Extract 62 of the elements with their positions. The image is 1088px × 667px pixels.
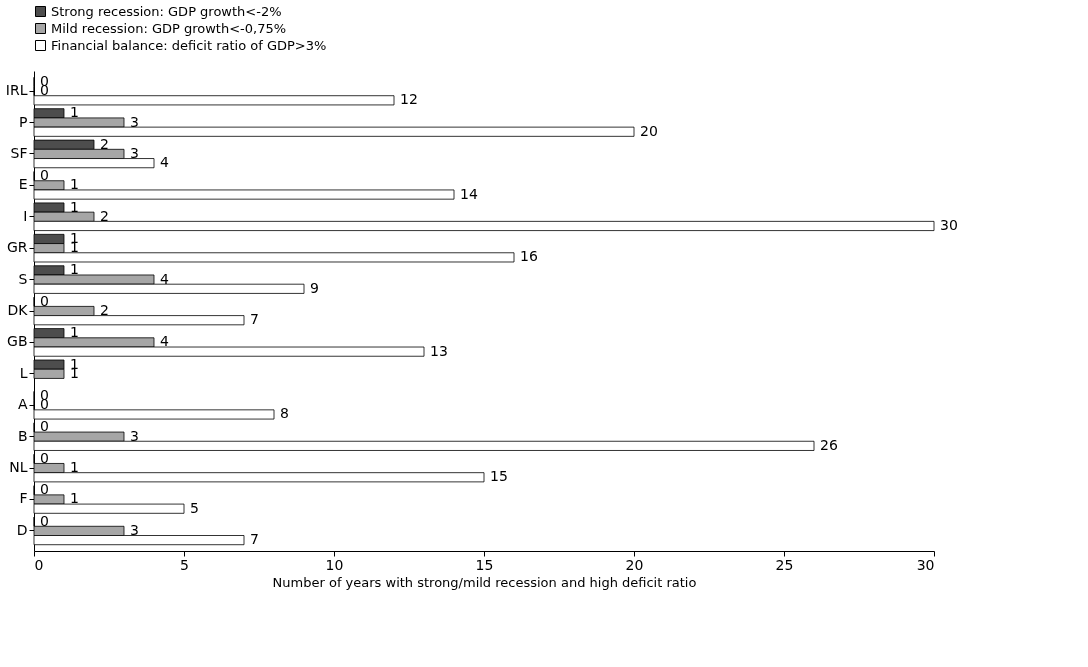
x-tick-label: 0 (34, 556, 44, 573)
y-tick-label: NL (9, 459, 28, 476)
data-label: 1 (70, 324, 79, 341)
y-tick-label: B (17, 427, 28, 444)
data-label: 13 (430, 342, 448, 359)
data-label: 4 (160, 333, 169, 350)
y-tick-label: F (19, 490, 28, 507)
y-tick-label: A (17, 396, 28, 413)
data-label: 14 (460, 185, 478, 202)
y-tick-label: GB (7, 333, 28, 350)
data-label: 15 (490, 468, 508, 485)
y-tick-label: GR (6, 239, 28, 256)
data-label: 0 (40, 481, 49, 498)
y-tick-label: L (19, 364, 28, 381)
x-tick-label: 25 (775, 556, 794, 573)
x-tick-label: 5 (180, 556, 189, 573)
data-label: 4 (160, 270, 169, 287)
x-axis-title: Number of years with strong/mild recession and high deficit ratio (272, 574, 697, 590)
data-label: 3 (130, 113, 139, 130)
legend-label: Mild recession: GDP growth<-0,75% (51, 20, 287, 36)
data-label: 9 (310, 279, 319, 296)
y-tick-label: IRL (5, 82, 28, 99)
data-label: 7 (250, 531, 259, 548)
data-label: 3 (130, 427, 139, 444)
data-label: 0 (40, 449, 49, 466)
data-label: 1 (70, 104, 79, 121)
data-label: 2 (100, 135, 109, 152)
data-label: 0 (40, 167, 49, 184)
data-label: 3 (130, 521, 139, 538)
y-tick-label: I (23, 207, 28, 224)
data-label: 1 (70, 459, 79, 476)
x-tick-label: 10 (325, 556, 344, 573)
y-tick-label: D (16, 521, 28, 538)
legend-label: Strong recession: GDP growth<-2% (51, 3, 282, 19)
y-tick-label: SF (10, 144, 28, 161)
x-tick-label: 15 (475, 556, 494, 573)
data-label: 7 (250, 311, 259, 328)
data-label: 1 (70, 261, 79, 278)
legend-label: Financial balance: deficit ratio of GDP>3% (51, 37, 327, 53)
data-label: 0 (40, 418, 49, 435)
data-label: 0 (40, 292, 49, 309)
y-tick-label: P (19, 113, 28, 130)
data-label: 3 (130, 144, 139, 161)
data-label: 1 (70, 490, 79, 507)
data-label: 20 (640, 122, 658, 139)
data-label: 4 (160, 154, 169, 171)
x-tick-label: 30 (916, 556, 935, 573)
y-tick-label: S (18, 270, 28, 287)
y-tick-label: DK (7, 302, 29, 318)
data-label: 1 (70, 198, 79, 215)
data-label: 16 (520, 248, 538, 265)
data-label: 8 (280, 405, 289, 422)
data-label: 12 (400, 91, 418, 108)
data-label: 0 (40, 512, 49, 529)
y-tick-label: E (18, 176, 28, 193)
x-tick-label: 20 (625, 556, 644, 573)
data-label: 5 (190, 499, 199, 516)
data-label: 2 (100, 302, 109, 318)
data-label: 30 (940, 216, 958, 233)
data-label: 26 (820, 436, 838, 453)
data-label: 2 (100, 207, 109, 224)
data-label: 1 (70, 176, 79, 193)
